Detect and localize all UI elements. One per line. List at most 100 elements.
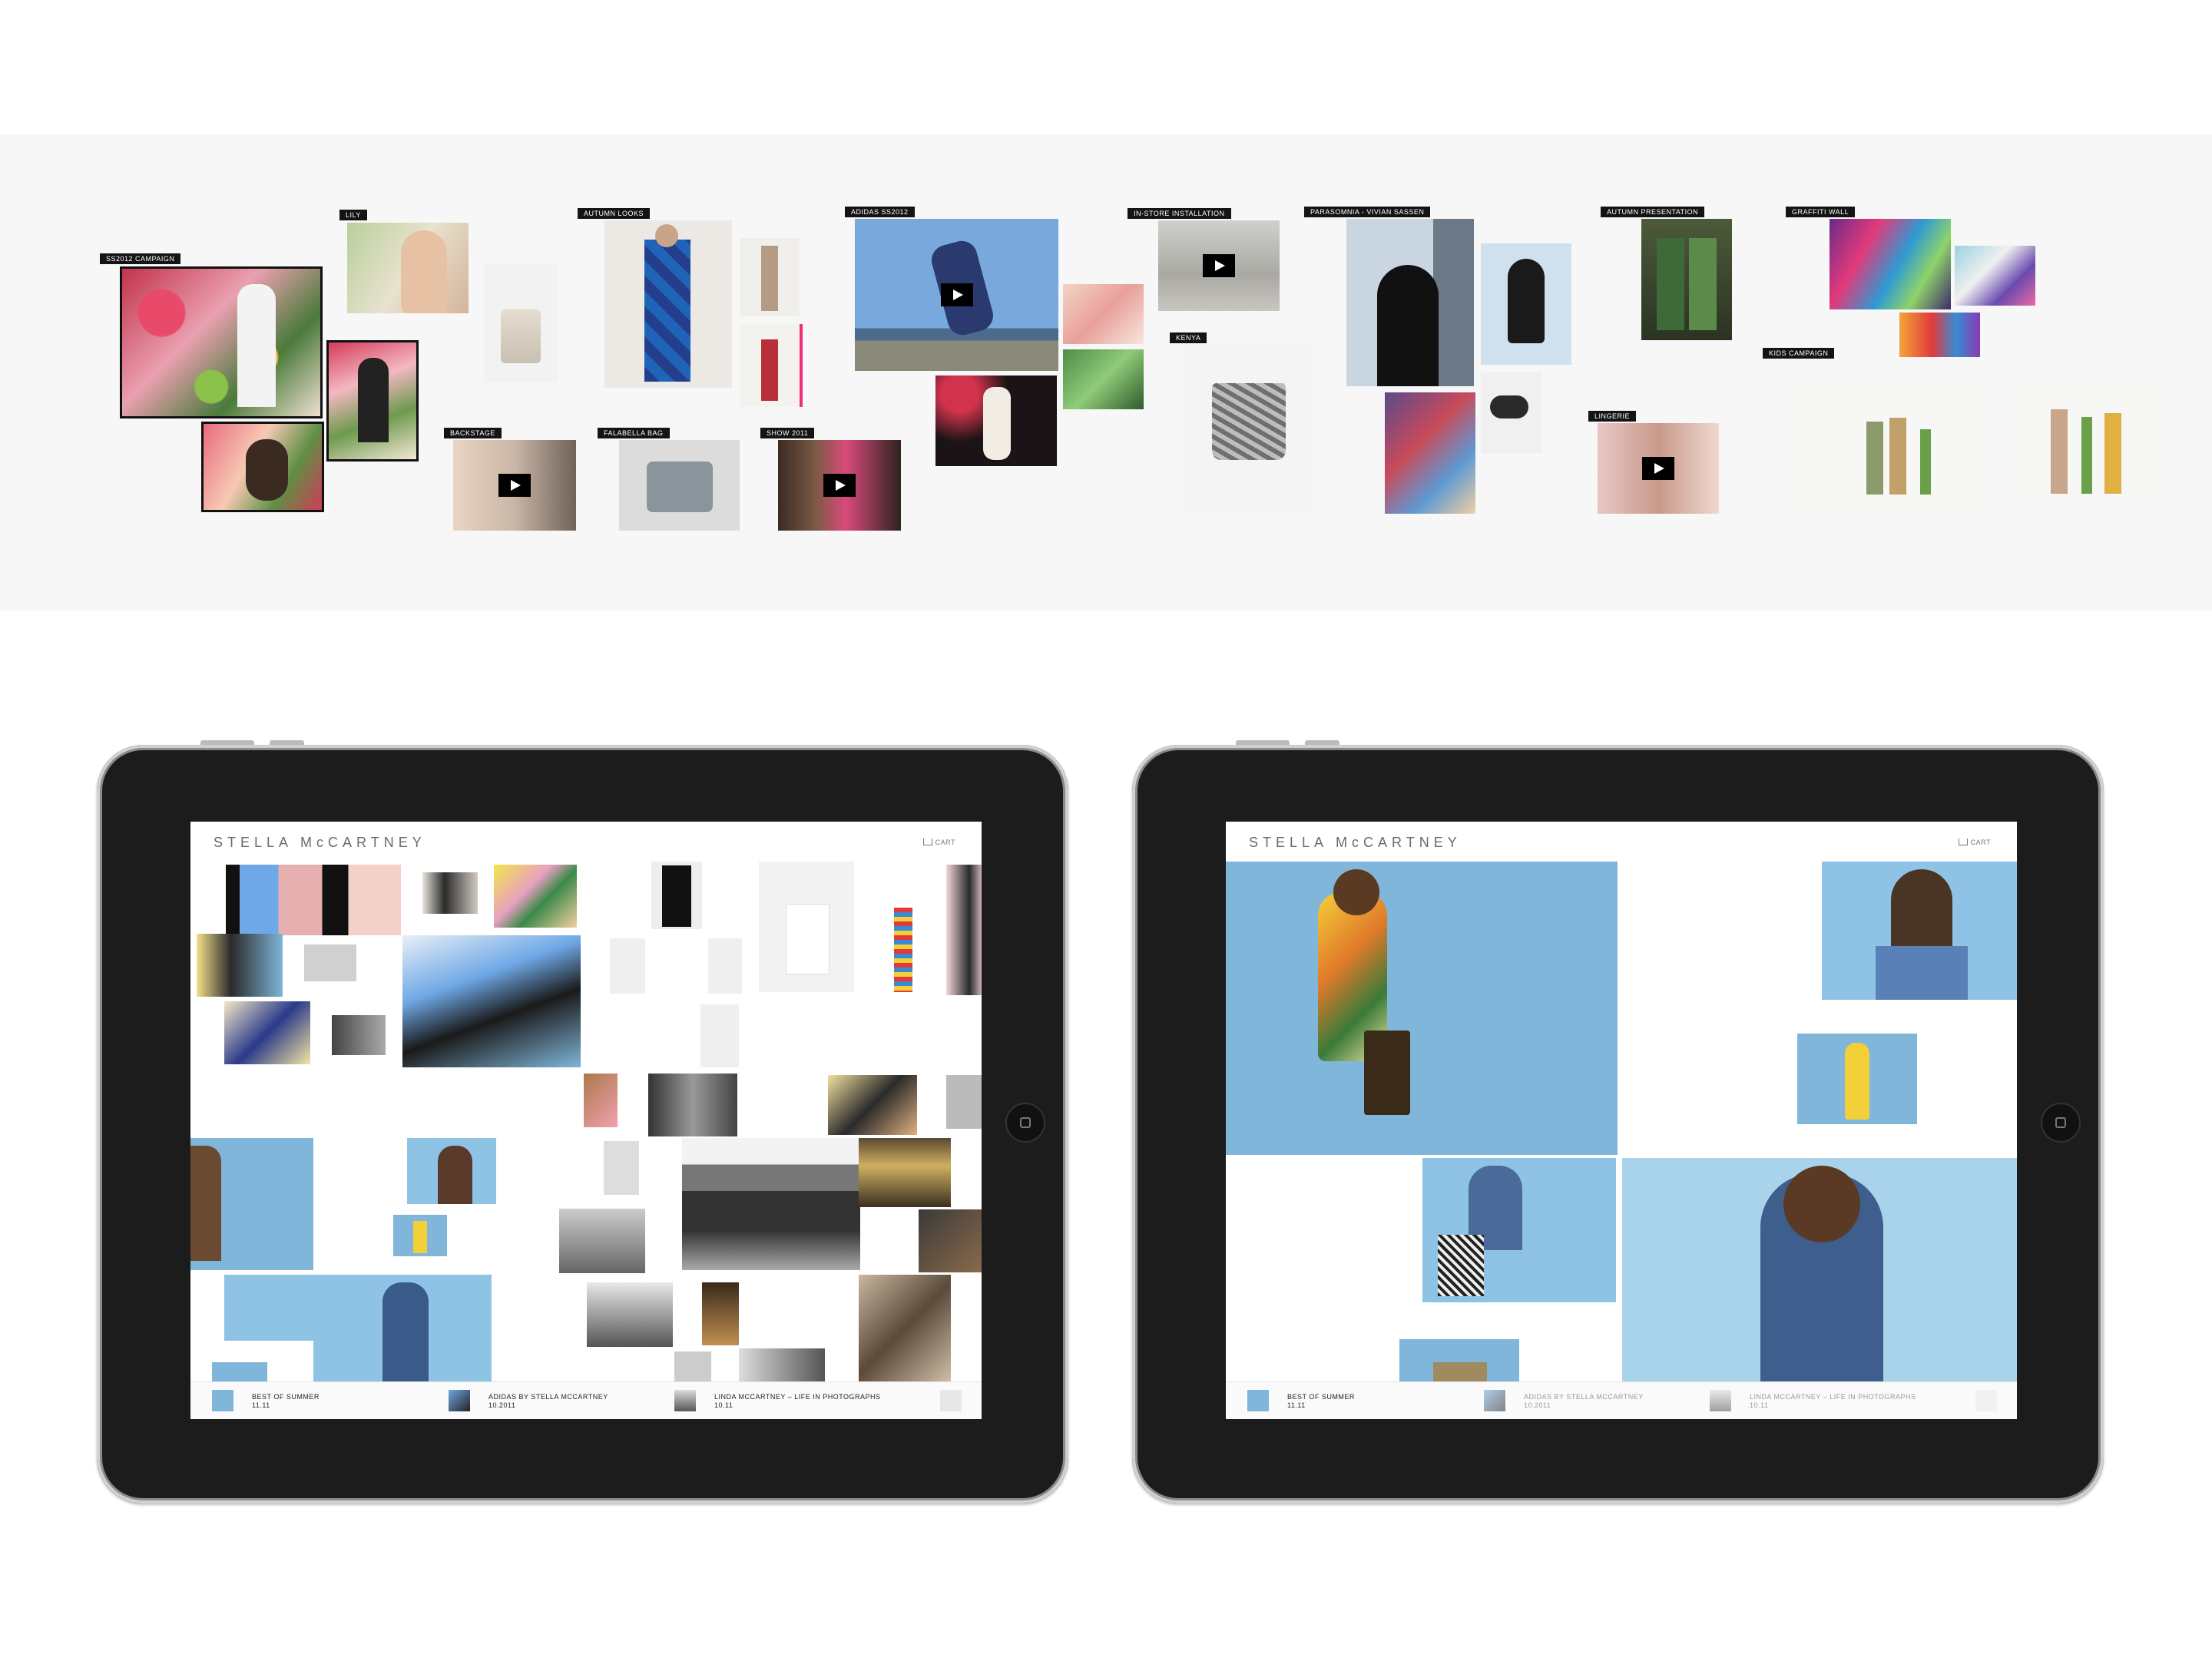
- stella-mccartney-logo[interactable]: STELLA McCARTNEY: [214, 835, 426, 850]
- label-lingerie[interactable]: LINGERIE: [1588, 411, 1637, 422]
- gallery-image-large[interactable]: [1622, 1158, 2017, 1382]
- label-autumn-presentation[interactable]: AUTUMN PRESENTATION: [1601, 207, 1705, 217]
- story-linda-mccartney[interactable]: LINDA MCCARTNEY – LIFE IN PHOTOGRAPHS 10.…: [1710, 1390, 1963, 1411]
- story-adidas[interactable]: ADIDAS BY STELLA MCCARTNEY 10.2011: [449, 1390, 648, 1411]
- kenya-bag-image[interactable]: [1185, 345, 1313, 512]
- label-graffiti-wall[interactable]: GRAFFITI WALL: [1786, 207, 1856, 217]
- collage-image[interactable]: [610, 938, 645, 994]
- story-next[interactable]: [940, 1390, 963, 1411]
- autumn-presentation-image[interactable]: [1641, 219, 1732, 340]
- play-icon[interactable]: [1203, 254, 1235, 277]
- adidas-image-2[interactable]: [1063, 284, 1144, 344]
- instore-installation-video[interactable]: [1158, 220, 1280, 311]
- cart-link[interactable]: CART: [1958, 839, 1991, 846]
- adidas-image-3[interactable]: [1063, 349, 1144, 409]
- play-icon[interactable]: [1642, 457, 1674, 480]
- cart-link[interactable]: CART: [922, 839, 955, 846]
- collage-image[interactable]: [702, 1282, 739, 1345]
- story-next[interactable]: [1975, 1390, 1998, 1411]
- label-falabella-bag[interactable]: FALABELLA BAG: [598, 428, 670, 438]
- gallery-image[interactable]: [1822, 862, 2017, 1000]
- gallery-image[interactable]: [1422, 1158, 1616, 1302]
- show-2011-video[interactable]: [778, 440, 901, 531]
- graffiti-wall-image-3[interactable]: [1899, 313, 1980, 357]
- collage-image[interactable]: [224, 1275, 313, 1341]
- collage-image[interactable]: [494, 865, 577, 928]
- play-icon[interactable]: [823, 474, 856, 497]
- collage-image[interactable]: [584, 1074, 618, 1127]
- label-kenya[interactable]: KENYA: [1170, 332, 1207, 343]
- label-instore-installation[interactable]: IN-STORE INSTALLATION: [1128, 208, 1231, 219]
- label-show-2011[interactable]: SHOW 2011: [760, 428, 815, 438]
- ipad-home-button[interactable]: [2041, 1103, 2081, 1143]
- backstage-video[interactable]: [453, 440, 576, 531]
- collage-image[interactable]: [919, 1209, 982, 1272]
- gallery-image[interactable]: [1797, 1034, 1917, 1124]
- collage-image[interactable]: [859, 1138, 951, 1207]
- kids-campaign-image-2[interactable]: [2005, 379, 2174, 505]
- collage-image[interactable]: [190, 1138, 313, 1270]
- collage-image[interactable]: [559, 1209, 645, 1273]
- collage-image[interactable]: [651, 862, 702, 929]
- ss2012-floral-image-2[interactable]: [326, 340, 419, 462]
- collage-image[interactable]: [682, 1138, 860, 1270]
- story-adidas[interactable]: ADIDAS BY STELLA MCCARTNEY 10.2011: [1484, 1390, 1684, 1411]
- collage-image[interactable]: [880, 869, 926, 1000]
- label-backstage[interactable]: BACKSTAGE: [444, 428, 502, 438]
- parasomnia-image-1[interactable]: [1346, 219, 1474, 386]
- falabella-bag-image[interactable]: [619, 440, 740, 531]
- label-autumn-looks[interactable]: AUTUMN LOOKS: [578, 208, 651, 219]
- label-ss2012-campaign[interactable]: SS2012 CAMPAIGN: [100, 253, 181, 264]
- kids-campaign-image-1[interactable]: [1790, 375, 1993, 512]
- autumn-looks-image-3[interactable]: [740, 324, 803, 407]
- collage-image[interactable]: [604, 1141, 639, 1195]
- collage-image[interactable]: [332, 1015, 386, 1055]
- stella-mccartney-logo[interactable]: STELLA McCARTNEY: [1249, 835, 1462, 850]
- lily-portrait-image[interactable]: [347, 223, 469, 313]
- autumn-looks-image-2[interactable]: [740, 238, 800, 316]
- collage-image[interactable]: [700, 1004, 739, 1067]
- collage-image[interactable]: [946, 1075, 982, 1129]
- parasomnia-image-2[interactable]: [1481, 243, 1571, 365]
- collage-image[interactable]: [828, 1075, 917, 1135]
- story-best-of-summer[interactable]: BEST OF SUMMER 11.11: [1247, 1390, 1447, 1411]
- label-lily[interactable]: LILY: [339, 210, 367, 220]
- collage-image[interactable]: [313, 1275, 492, 1382]
- adidas-runner-video[interactable]: [855, 219, 1058, 371]
- gallery-image-main[interactable]: [1226, 862, 1618, 1155]
- collage-image[interactable]: [226, 865, 401, 935]
- story-best-of-summer[interactable]: BEST OF SUMMER 11.11: [212, 1390, 412, 1411]
- story-linda-mccartney[interactable]: LINDA MCCARTNEY – LIFE IN PHOTOGRAPHS 10.…: [674, 1390, 928, 1411]
- gallery-image[interactable]: [1399, 1339, 1519, 1382]
- play-icon[interactable]: [940, 283, 973, 306]
- collage-image[interactable]: [212, 1362, 267, 1382]
- play-icon[interactable]: [498, 474, 531, 497]
- lily-perfume-image[interactable]: [484, 263, 558, 382]
- collage-image[interactable]: [422, 872, 478, 914]
- lingerie-video[interactable]: [1598, 423, 1719, 514]
- collage-image[interactable]: [587, 1282, 673, 1347]
- label-adidas-ss2012[interactable]: ADIDAS SS2012: [845, 207, 915, 217]
- label-parasomnia[interactable]: PARASOMNIA - VIVIAN SASSEN: [1304, 207, 1431, 217]
- collage-image[interactable]: [859, 1275, 951, 1382]
- adidas-image-4[interactable]: [935, 375, 1057, 466]
- collage-image[interactable]: [407, 1138, 496, 1204]
- graffiti-wall-image-1[interactable]: [1830, 219, 1951, 309]
- collage-image[interactable]: [759, 862, 854, 992]
- autumn-looks-main-image[interactable]: [604, 220, 732, 388]
- parasomnia-image-4[interactable]: [1481, 372, 1542, 453]
- graffiti-wall-image-2[interactable]: [1955, 246, 2035, 306]
- collage-image[interactable]: [402, 935, 581, 1067]
- ipad-home-button[interactable]: [1005, 1103, 1045, 1143]
- collage-image[interactable]: [393, 1215, 447, 1256]
- collage-image[interactable]: [674, 1351, 711, 1382]
- parasomnia-image-3[interactable]: [1385, 392, 1475, 514]
- ss2012-floral-image-3[interactable]: [201, 422, 324, 512]
- collage-image[interactable]: [946, 865, 982, 995]
- collage-image[interactable]: [304, 945, 356, 981]
- collage-image[interactable]: [648, 1074, 737, 1136]
- ss2012-floral-image-1[interactable]: [120, 266, 323, 418]
- collage-image[interactable]: [739, 1348, 825, 1382]
- collage-image[interactable]: [708, 938, 742, 994]
- collage-image[interactable]: [197, 934, 283, 997]
